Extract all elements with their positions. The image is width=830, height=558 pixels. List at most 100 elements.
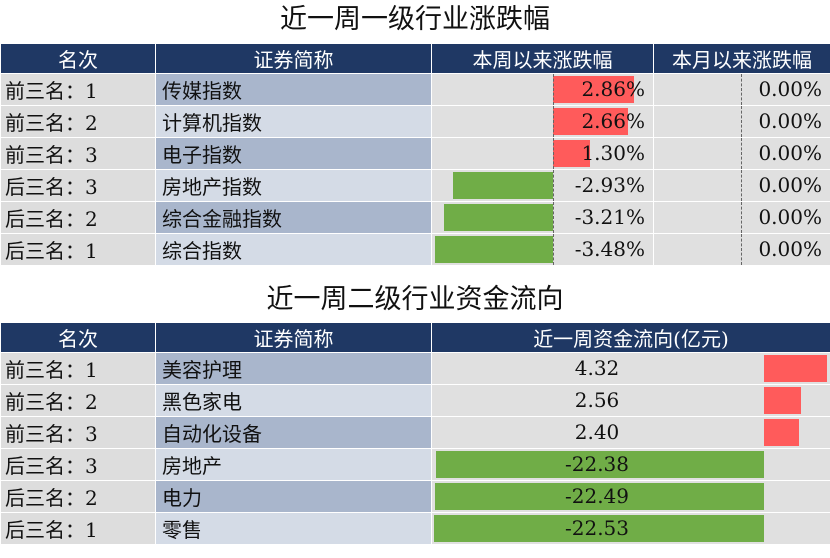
rank-cell: 前三名：1	[0, 73, 156, 106]
industry-change-table: 名次 证券简称 本周以来涨跌幅 本月以来涨跌幅 前三名：1 传媒指数 2.86% 0.…	[0, 43, 830, 266]
rank-cell: 前三名：3	[0, 416, 156, 449]
rank-cell: 后三名：3	[0, 169, 156, 202]
flow-value: 2.56	[574, 388, 620, 412]
header-rank: 名次	[0, 43, 156, 74]
week-change-value: -3.21%	[574, 205, 645, 229]
week-change-cell: 2.86%	[431, 73, 654, 106]
week-change-value: -3.48%	[574, 237, 645, 261]
flow-value: 2.40	[574, 420, 620, 444]
table-header-row: 名次 证券简称 近一周资金流向(亿元)	[0, 322, 830, 353]
flow-bar	[764, 387, 802, 414]
week-change-bar	[443, 204, 553, 231]
week-change-bar	[553, 108, 629, 135]
table-row: 前三名：2 计算机指数 2.66% 0.00%	[0, 105, 830, 138]
name-cell: 电力	[155, 480, 432, 513]
week-change-cell: 2.66%	[431, 105, 654, 138]
month-change-value: 0.00%	[758, 141, 822, 165]
flow-cell: 2.56	[431, 384, 830, 417]
week-change-cell: -3.48%	[431, 233, 654, 266]
zero-axis	[553, 138, 554, 169]
zero-axis	[553, 74, 554, 105]
rank-cell: 后三名：3	[0, 448, 156, 481]
week-change-cell: 1.30%	[431, 137, 654, 170]
table-header-row: 名次 证券简称 本周以来涨跌幅 本月以来涨跌幅	[0, 43, 830, 74]
table-row: 前三名：1 传媒指数 2.86% 0.00%	[0, 73, 830, 106]
week-change-value: 2.66%	[581, 109, 645, 133]
zero-axis	[741, 138, 742, 169]
section1-title: 近一周一级行业涨跌幅	[280, 4, 550, 35]
week-change-value: 1.30%	[581, 141, 645, 165]
header-month-change: 本月以来涨跌幅	[653, 43, 830, 74]
table-row: 后三名：3 房地产 -22.38	[0, 448, 830, 481]
table-row: 后三名：2 电力 -22.49	[0, 480, 830, 513]
zero-axis	[553, 106, 554, 137]
table-row: 前三名：3 自动化设备 2.40	[0, 416, 830, 449]
flow-bar	[434, 483, 764, 510]
table-row: 前三名：1 美容护理 4.32	[0, 352, 830, 385]
section2-title: 近一周二级行业资金流向	[266, 284, 564, 315]
flow-value: 4.32	[574, 356, 620, 380]
zero-axis	[741, 74, 742, 105]
month-change-cell: 0.00%	[653, 169, 830, 202]
rank-cell: 前三名：2	[0, 384, 156, 417]
name-cell: 房地产指数	[155, 169, 432, 202]
rank-cell: 后三名：1	[0, 233, 156, 266]
flow-cell: -22.38	[431, 448, 830, 481]
name-cell: 电子指数	[155, 137, 432, 170]
rank-cell: 前三名：2	[0, 105, 156, 138]
month-change-value: 0.00%	[758, 173, 822, 197]
name-cell: 自动化设备	[155, 416, 432, 449]
name-cell: 计算机指数	[155, 105, 432, 138]
week-change-bar	[453, 172, 553, 199]
week-change-value: -2.93%	[574, 173, 645, 197]
week-change-bar	[434, 236, 553, 263]
flow-bar	[764, 355, 827, 382]
flow-value: -22.49	[564, 484, 629, 508]
name-cell: 综合金融指数	[155, 201, 432, 234]
header-name: 证券简称	[155, 43, 432, 74]
flow-value: -22.38	[564, 452, 629, 476]
month-change-value: 0.00%	[758, 237, 822, 261]
flow-cell: -22.53	[431, 512, 830, 545]
month-change-cell: 0.00%	[653, 137, 830, 170]
table-row: 前三名：3 电子指数 1.30% 0.00%	[0, 137, 830, 170]
header-name: 证券简称	[155, 322, 432, 353]
month-change-cell: 0.00%	[653, 201, 830, 234]
flow-cell: 2.40	[431, 416, 830, 449]
name-cell: 传媒指数	[155, 73, 432, 106]
flow-cell: 4.32	[431, 352, 830, 385]
month-change-cell: 0.00%	[653, 73, 830, 106]
zero-axis	[741, 170, 742, 201]
flow-bar	[434, 515, 764, 542]
capital-flow-table: 名次 证券简称 近一周资金流向(亿元) 前三名：1 美容护理 4.32 前三名：2 黑色…	[0, 322, 830, 545]
week-change-cell: -3.21%	[431, 201, 654, 234]
rank-cell: 后三名：1	[0, 512, 156, 545]
name-cell: 综合指数	[155, 233, 432, 266]
table-row: 后三名：1 零售 -22.53	[0, 512, 830, 545]
table-row: 后三名：3 房地产指数 -2.93% 0.00%	[0, 169, 830, 202]
name-cell: 美容护理	[155, 352, 432, 385]
week-change-value: 2.86%	[581, 77, 645, 101]
zero-axis	[553, 202, 554, 233]
month-change-cell: 0.00%	[653, 233, 830, 266]
week-change-bar	[553, 76, 634, 103]
table-row: 前三名：2 黑色家电 2.56	[0, 384, 830, 417]
month-change-value: 0.00%	[758, 205, 822, 229]
table-row: 后三名：2 综合金融指数 -3.21% 0.00%	[0, 201, 830, 234]
flow-cell: -22.49	[431, 480, 830, 513]
rank-cell: 后三名：2	[0, 480, 156, 513]
header-week-change: 本周以来涨跌幅	[431, 43, 654, 74]
month-change-value: 0.00%	[758, 109, 822, 133]
flow-bar	[436, 451, 764, 478]
week-change-bar	[553, 140, 590, 167]
week-change-cell: -2.93%	[431, 169, 654, 202]
zero-axis	[741, 202, 742, 233]
zero-axis	[741, 234, 742, 265]
rank-cell: 后三名：2	[0, 201, 156, 234]
rank-cell: 前三名：1	[0, 352, 156, 385]
month-change-value: 0.00%	[758, 77, 822, 101]
flow-bar	[764, 419, 799, 446]
zero-axis	[553, 234, 554, 265]
month-change-cell: 0.00%	[653, 105, 830, 138]
flow-value: -22.53	[564, 516, 629, 540]
